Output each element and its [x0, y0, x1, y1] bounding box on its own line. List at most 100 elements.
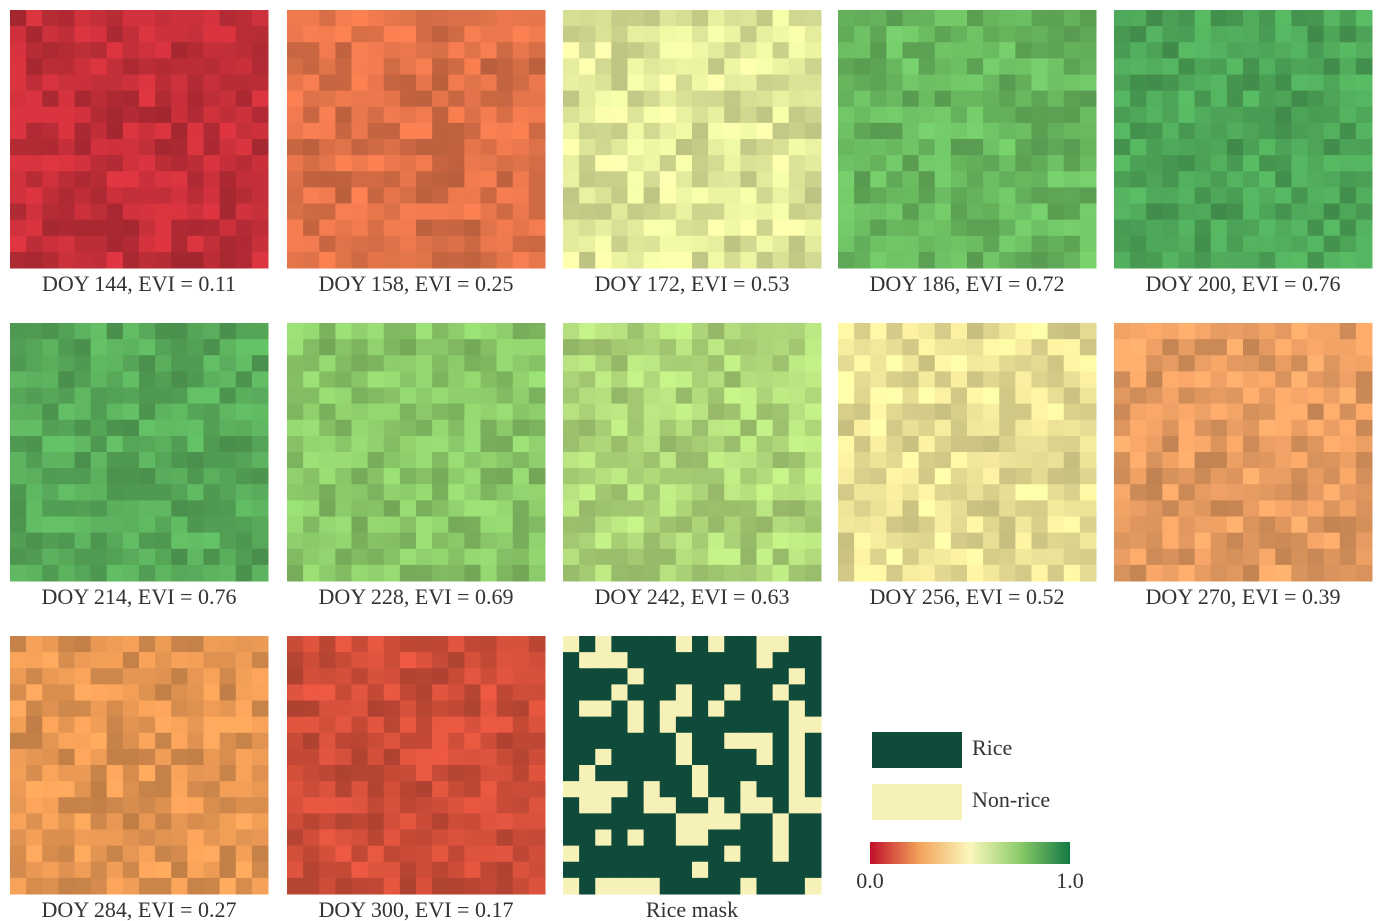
map-cell	[236, 123, 253, 140]
map-cell	[352, 404, 369, 421]
map-cell	[513, 155, 530, 172]
map-cell	[187, 717, 204, 734]
map-cell	[708, 878, 725, 895]
map-cell	[139, 517, 156, 534]
map-cell	[1162, 371, 1179, 388]
map-cell	[1275, 123, 1292, 140]
map-cell	[75, 355, 92, 372]
map-cell	[416, 862, 433, 879]
map-cell	[967, 187, 984, 204]
map-cell	[432, 636, 449, 653]
map-cell	[303, 668, 320, 685]
map-cell	[628, 862, 645, 879]
map-cell	[319, 388, 336, 405]
map-cell	[903, 355, 920, 372]
map-cell	[886, 42, 903, 59]
map-cell	[740, 123, 757, 140]
map-cell	[1130, 565, 1147, 582]
map-cell	[464, 636, 481, 653]
map-cell	[529, 139, 546, 156]
map-cell	[1227, 339, 1244, 356]
map-cell	[579, 75, 596, 92]
map-cell	[740, 846, 757, 863]
map-cell	[432, 107, 449, 124]
map-cell	[287, 733, 304, 750]
map-cell	[1340, 123, 1357, 140]
map-cell	[579, 323, 596, 340]
map-cell	[75, 107, 92, 124]
map-cell	[432, 404, 449, 421]
map-cell	[1243, 355, 1260, 372]
map-cell	[384, 452, 401, 469]
map-cell	[26, 388, 43, 405]
map-cell	[1130, 139, 1147, 156]
map-cell	[676, 517, 693, 534]
map-cell	[1080, 155, 1097, 172]
map-cell	[1064, 75, 1081, 92]
map-cell	[42, 636, 59, 653]
map-cell	[724, 533, 741, 550]
map-cell	[352, 701, 369, 718]
map-cell	[611, 26, 628, 43]
map-cell	[204, 549, 221, 566]
map-cell	[481, 533, 498, 550]
map-cell	[692, 107, 709, 124]
map-cell	[579, 549, 596, 566]
map-cell	[838, 500, 855, 517]
map-cell	[1130, 26, 1147, 43]
map-cell	[757, 75, 774, 92]
map-cell	[773, 171, 790, 188]
map-cell	[805, 830, 822, 847]
map-cell	[967, 220, 984, 237]
map-cell	[448, 339, 465, 356]
map-cell	[155, 236, 172, 253]
map-cell	[1275, 484, 1292, 501]
map-cell	[1291, 484, 1308, 501]
map-cell	[187, 10, 204, 27]
map-cell	[464, 91, 481, 108]
map-cell	[400, 765, 417, 782]
map-cell	[1114, 252, 1131, 269]
map-cell	[91, 452, 108, 469]
map-cell	[236, 765, 253, 782]
map-cell	[628, 58, 645, 75]
map-cell	[1032, 26, 1049, 43]
map-cell	[252, 252, 269, 269]
map-cell	[773, 781, 790, 798]
map-cell	[757, 797, 774, 814]
map-cell	[464, 252, 481, 269]
map-cell	[676, 565, 693, 582]
map-cell	[155, 155, 172, 172]
map-cell	[1130, 371, 1147, 388]
map-cell	[1162, 58, 1179, 75]
map-cell	[287, 452, 304, 469]
map-cell	[1227, 204, 1244, 221]
map-cell	[1291, 107, 1308, 124]
map-cell	[676, 717, 693, 734]
map-cell	[58, 652, 75, 669]
map-cell	[757, 565, 774, 582]
map-cell	[563, 155, 580, 172]
map-cell	[1211, 517, 1228, 534]
map-cell	[935, 10, 952, 27]
map-cell	[287, 484, 304, 501]
map-cell	[951, 565, 968, 582]
map-cell	[854, 452, 871, 469]
map-cell	[448, 139, 465, 156]
map-cell	[236, 717, 253, 734]
map-cell	[692, 533, 709, 550]
map-cell	[352, 813, 369, 830]
map-cell	[75, 10, 92, 27]
map-cell	[611, 468, 628, 485]
map-cell	[660, 436, 677, 453]
map-cell	[805, 565, 822, 582]
map-cell	[660, 42, 677, 59]
map-cell	[171, 26, 188, 43]
map-cell	[171, 533, 188, 550]
map-cell	[1259, 171, 1276, 188]
map-cell	[432, 371, 449, 388]
map-cell	[1064, 252, 1081, 269]
map-cell	[287, 220, 304, 237]
map-cell	[187, 517, 204, 534]
map-cell	[252, 846, 269, 863]
